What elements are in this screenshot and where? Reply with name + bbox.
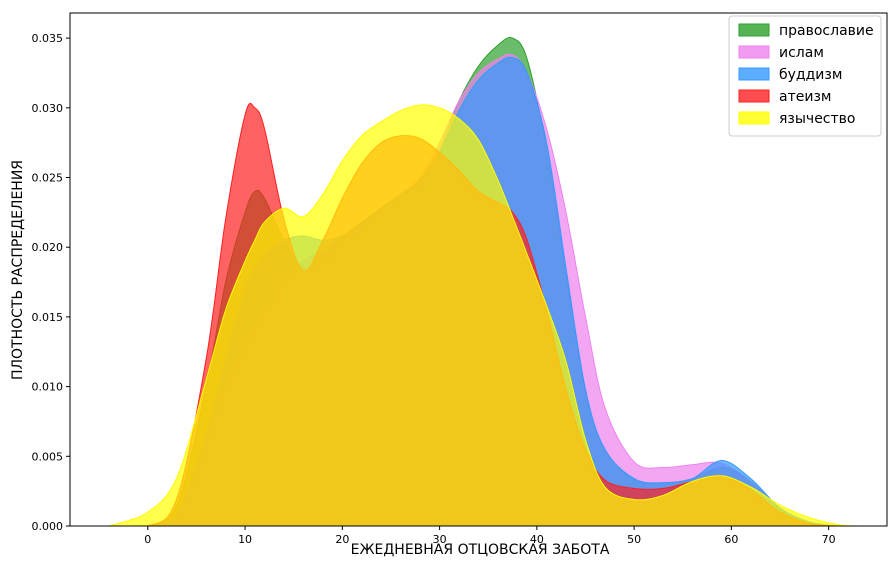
y-tick-label: 0.010: [32, 381, 64, 394]
y-tick-label: 0.000: [32, 520, 64, 533]
x-tick-label: 10: [238, 533, 252, 546]
x-tick-label: 20: [335, 533, 349, 546]
y-tick-label: 0.030: [32, 102, 64, 115]
legend-label-3: атеизм: [779, 89, 831, 105]
x-tick-label: 50: [627, 533, 641, 546]
legend: православие ислам буддизм атеизм язычество: [728, 15, 882, 137]
y-tick-label: 0.015: [32, 311, 64, 324]
legend-swatch-2: [738, 67, 770, 81]
legend-label-4: язычество: [779, 111, 855, 127]
x-tick-label: 60: [724, 533, 738, 546]
legend-swatch-4: [738, 111, 770, 125]
legend-swatch-1: [738, 45, 770, 59]
legend-label-0: православие: [779, 23, 874, 39]
x-tick-label: 40: [530, 533, 544, 546]
y-tick-label: 0.035: [32, 32, 64, 45]
axes: 0 10 20 30 40 50 60 70 0.000 0.005 0.010 0.015 0.020…: [32, 12, 888, 546]
plot-frame: [69, 12, 888, 527]
legend-label-1: ислам: [779, 45, 824, 61]
plot-area: [108, 37, 858, 527]
x-tick-label: 70: [822, 533, 836, 546]
legend-swatch-0: [738, 23, 770, 37]
x-tick-label: 0: [144, 533, 151, 546]
y-tick-label: 0.025: [32, 171, 64, 184]
series-area-4: [108, 104, 858, 527]
legend-label-2: буддизм: [779, 67, 842, 83]
legend-swatch-3: [738, 89, 770, 103]
y-tick-label: 0.020: [32, 241, 64, 254]
x-axis-title: ЕЖЕДНЕВНАЯ ОТЦОВСКАЯ ЗАБОТА: [351, 542, 610, 558]
x-tick-label: 30: [433, 533, 447, 546]
y-tick-label: 0.005: [32, 450, 64, 463]
y-axis-title: ПЛОТНОСТЬ РАСПРЕДЕЛЕНИЯ: [10, 160, 26, 380]
